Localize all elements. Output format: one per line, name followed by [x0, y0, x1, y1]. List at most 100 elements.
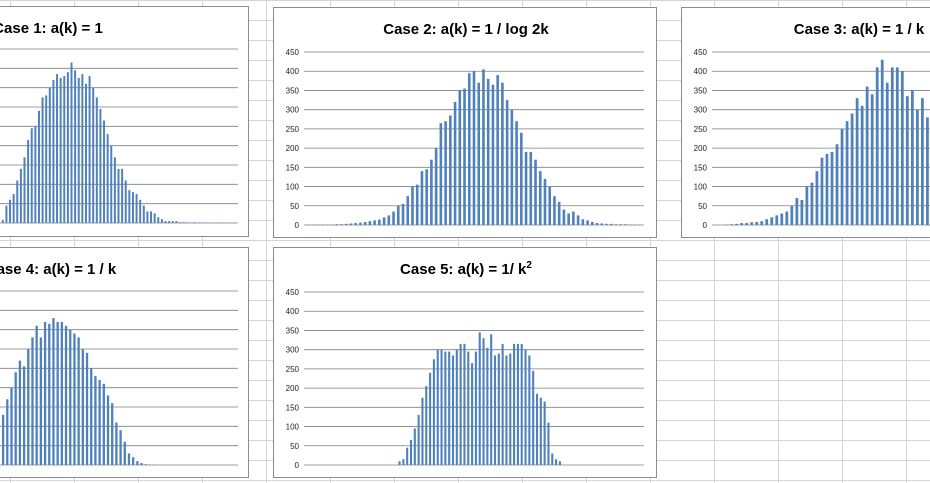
bar — [354, 223, 357, 225]
bar — [430, 159, 433, 225]
bar — [845, 121, 849, 225]
bar — [830, 151, 834, 225]
bar — [915, 109, 919, 225]
bar — [520, 132, 523, 225]
bar — [800, 200, 804, 225]
bar — [434, 148, 438, 225]
bar — [600, 223, 604, 225]
bar — [41, 97, 44, 223]
bar — [95, 97, 98, 223]
y-tick-label: 400 — [286, 67, 300, 76]
bar — [520, 343, 523, 465]
bar — [111, 403, 114, 465]
bar — [81, 74, 84, 223]
bar — [70, 62, 73, 224]
bar — [548, 186, 552, 225]
bar — [820, 157, 824, 225]
chart-case-5[interactable]: Case 5: a(k) = 1/ k2 0 50 100 150 200 250 300 35… — [273, 247, 657, 478]
bar — [186, 222, 189, 223]
y-tick-label: 350 — [286, 86, 300, 95]
bar — [110, 145, 113, 223]
bar — [128, 190, 131, 223]
bar — [363, 221, 367, 225]
bar — [547, 422, 550, 465]
chart-svg: Case 2: a(k) = 1 / log 2k 0 50 100 150 200 250… — [286, 21, 644, 230]
bar — [535, 393, 539, 465]
bar — [486, 347, 489, 465]
bar — [795, 198, 799, 225]
bar — [23, 157, 26, 223]
bar — [85, 352, 89, 465]
bar — [378, 219, 381, 225]
bar — [77, 78, 80, 223]
bar — [73, 333, 76, 465]
bar — [493, 355, 497, 465]
bar — [497, 353, 500, 465]
bar — [496, 75, 499, 225]
bar — [106, 395, 110, 465]
bar — [160, 219, 163, 223]
bar — [37, 110, 40, 223]
bar — [467, 73, 471, 226]
chart-case-2[interactable]: Case 2: a(k) = 1 / log 2k 0 50 100 150 200 250… — [273, 7, 657, 238]
bar — [505, 100, 509, 225]
bar — [558, 461, 561, 465]
bar — [64, 325, 68, 465]
bar — [770, 217, 774, 225]
bar — [515, 121, 518, 225]
chart-case-4[interactable]: Case 4: a(k) = 1 / k — [0, 247, 249, 478]
chart-title: Case 5: a(k) = 1/ k2 — [400, 260, 532, 278]
bar — [591, 221, 594, 225]
chart-case-3[interactable]: Case 3: a(k) = 1 / k 0 50 100 150 200 250 300 35… — [681, 7, 930, 238]
bar — [119, 430, 122, 465]
bar — [69, 329, 72, 465]
bar — [421, 397, 424, 465]
y-tick-label: 200 — [694, 144, 708, 153]
bar — [562, 209, 566, 225]
bar — [344, 223, 348, 225]
bar — [392, 211, 395, 225]
bar — [910, 90, 914, 225]
chart-case-1[interactable]: Case 1: a(k) = 1 — [0, 6, 249, 237]
y-tick-label: 300 — [286, 106, 300, 115]
bar — [88, 76, 91, 223]
bar — [524, 151, 528, 225]
bar — [870, 94, 874, 226]
bar — [444, 351, 447, 465]
bar — [815, 171, 819, 225]
bar — [413, 428, 416, 465]
y-tick-label: 300 — [694, 106, 708, 115]
bar — [48, 323, 51, 465]
bar — [790, 205, 794, 225]
bar — [555, 459, 558, 465]
bar — [117, 168, 120, 223]
y-tick-label: 0 — [703, 221, 708, 230]
y-tick-label: 450 — [286, 48, 300, 57]
bar — [349, 223, 353, 225]
bar — [572, 211, 575, 225]
bar — [35, 325, 38, 465]
bar — [609, 223, 613, 225]
bar — [619, 224, 623, 225]
y-tick-label: 50 — [698, 202, 707, 211]
bar — [730, 224, 733, 225]
bar — [132, 457, 135, 465]
bar — [31, 337, 34, 465]
bar — [396, 205, 400, 225]
bar — [436, 349, 439, 465]
y-tick-label: 400 — [286, 307, 300, 316]
bar — [810, 182, 814, 225]
y-tick-label: 150 — [286, 403, 300, 412]
bar — [77, 337, 80, 465]
bar — [529, 151, 533, 225]
bar — [425, 386, 428, 465]
bar — [510, 109, 514, 225]
bar — [463, 88, 466, 226]
y-tick-label: 250 — [286, 125, 300, 134]
bar — [513, 343, 516, 465]
bar — [614, 224, 618, 225]
bar — [765, 219, 769, 225]
bar — [605, 223, 608, 225]
bar — [34, 126, 37, 223]
bar — [27, 349, 30, 465]
